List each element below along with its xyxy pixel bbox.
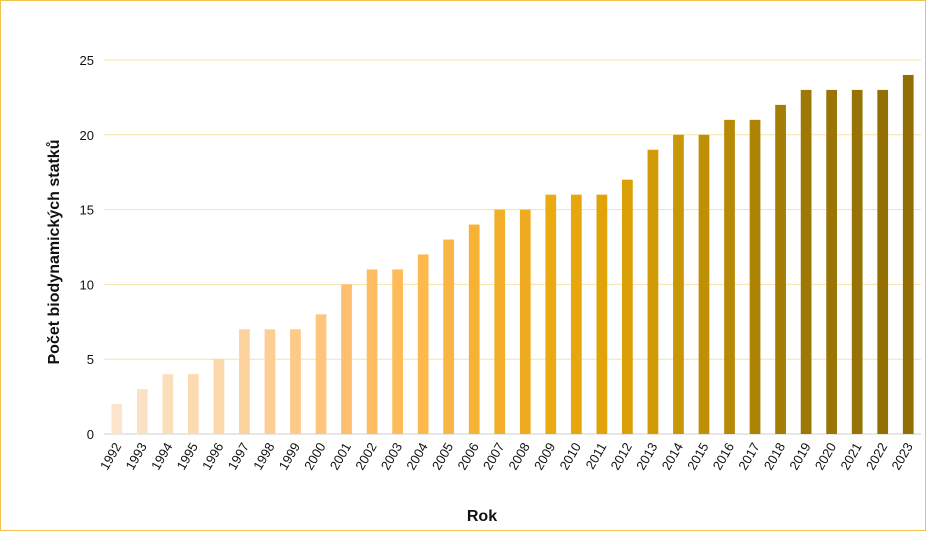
y-tick-label: 0 bbox=[87, 427, 94, 442]
y-tick-label: 5 bbox=[87, 352, 94, 367]
x-tick-label-2021: 2021 bbox=[837, 440, 864, 473]
y-axis-ticks: 0 5 10 15 20 25 bbox=[80, 53, 94, 442]
x-tick-label-2002: 2002 bbox=[352, 440, 379, 473]
x-tick-label-2014: 2014 bbox=[659, 440, 686, 473]
bar-2020 bbox=[826, 89, 838, 435]
y-axis-title: Počet biodynamických statků bbox=[46, 140, 63, 365]
x-tick-label-2016: 2016 bbox=[710, 440, 737, 473]
x-tick-label-2018: 2018 bbox=[761, 440, 788, 473]
x-axis-ticks: 1992199319941995199619971998199920002001… bbox=[97, 440, 916, 473]
bar-2023 bbox=[902, 74, 914, 435]
bar-2001 bbox=[341, 284, 352, 434]
bar-2018 bbox=[775, 104, 786, 434]
x-tick-label-1992: 1992 bbox=[97, 440, 124, 473]
x-tick-label-2001: 2001 bbox=[327, 440, 354, 473]
bar-2009 bbox=[545, 194, 557, 434]
bar-2021 bbox=[851, 89, 863, 435]
x-tick-label-2005: 2005 bbox=[429, 440, 456, 473]
x-tick-label-2020: 2020 bbox=[812, 440, 839, 473]
x-tick-label-1998: 1998 bbox=[250, 440, 277, 473]
x-tick-label-1996: 1996 bbox=[199, 440, 226, 473]
x-tick-label-1993: 1993 bbox=[122, 440, 149, 473]
bar-1995 bbox=[187, 374, 199, 434]
x-tick-label-2010: 2010 bbox=[556, 440, 583, 473]
x-tick-label-2006: 2006 bbox=[454, 440, 481, 473]
x-tick-label-1999: 1999 bbox=[276, 440, 303, 473]
x-tick-label-2012: 2012 bbox=[608, 440, 635, 473]
x-tick-label-1995: 1995 bbox=[174, 440, 201, 473]
bar-2011 bbox=[596, 194, 608, 434]
bars bbox=[111, 74, 914, 435]
bar-2002 bbox=[366, 269, 378, 434]
bar-2014 bbox=[673, 134, 684, 435]
bar-1996 bbox=[213, 359, 225, 434]
x-axis-title: Rok bbox=[467, 508, 497, 525]
bar-1994 bbox=[162, 374, 174, 434]
bar-2013 bbox=[647, 149, 659, 434]
y-tick-label: 10 bbox=[80, 277, 94, 292]
x-tick-label-2019: 2019 bbox=[786, 440, 813, 473]
bar-2022 bbox=[877, 89, 889, 435]
x-tick-label-2022: 2022 bbox=[863, 440, 890, 473]
bar-2015 bbox=[698, 134, 710, 435]
bar-2016 bbox=[724, 119, 735, 434]
bar-2007 bbox=[494, 209, 506, 434]
gridlines bbox=[104, 59, 921, 435]
x-tick-label-2015: 2015 bbox=[684, 440, 711, 473]
x-tick-label-2009: 2009 bbox=[531, 440, 558, 473]
bar-2010 bbox=[570, 194, 582, 434]
bar-2006 bbox=[468, 224, 480, 434]
bar-2000 bbox=[315, 314, 327, 434]
x-tick-label-2007: 2007 bbox=[480, 440, 507, 473]
bar-1997 bbox=[239, 329, 250, 434]
y-tick-label: 25 bbox=[80, 53, 94, 68]
x-tick-label-2017: 2017 bbox=[735, 440, 762, 473]
x-tick-label-2013: 2013 bbox=[633, 440, 660, 473]
bar-2012 bbox=[622, 179, 633, 434]
bar-2008 bbox=[519, 209, 531, 434]
bar-1999 bbox=[290, 329, 301, 434]
bar-2003 bbox=[392, 269, 403, 434]
x-tick-label-1994: 1994 bbox=[148, 440, 175, 473]
x-tick-label-2000: 2000 bbox=[301, 440, 328, 473]
y-tick-label: 15 bbox=[80, 203, 94, 218]
bar-2019 bbox=[800, 89, 812, 435]
bar-2005 bbox=[443, 239, 455, 434]
x-tick-label-2023: 2023 bbox=[888, 440, 915, 473]
x-tick-label-1997: 1997 bbox=[225, 440, 252, 473]
bar-2017 bbox=[749, 119, 761, 434]
x-tick-label-2011: 2011 bbox=[582, 440, 609, 472]
bar-1992 bbox=[111, 404, 123, 434]
x-tick-label-2008: 2008 bbox=[505, 440, 532, 473]
bar-2004 bbox=[417, 254, 429, 434]
bar-1998 bbox=[264, 329, 276, 434]
y-tick-label: 20 bbox=[80, 128, 94, 143]
x-tick-label-2003: 2003 bbox=[378, 440, 405, 473]
x-tick-label-2004: 2004 bbox=[403, 440, 430, 473]
bar-1993 bbox=[136, 389, 148, 434]
